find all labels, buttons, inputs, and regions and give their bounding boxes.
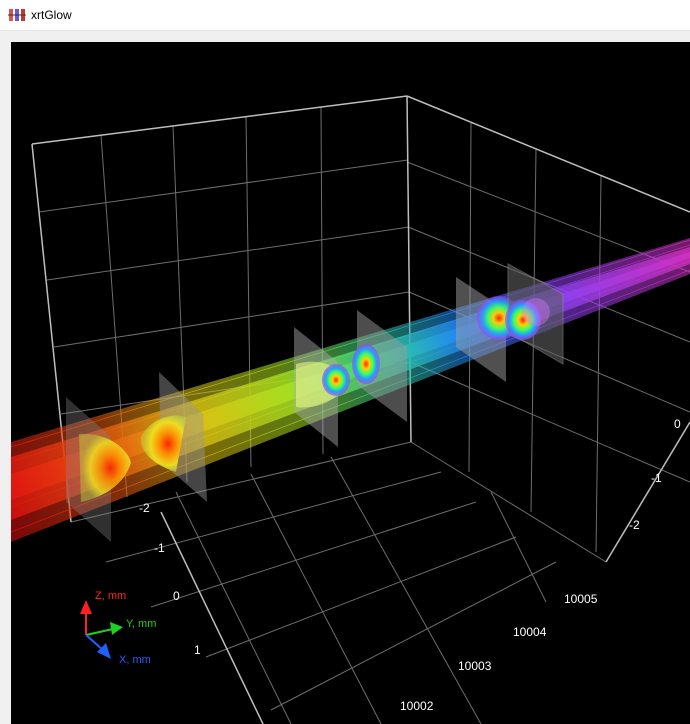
right-tick: 0 (674, 417, 681, 431)
xrt-app-icon (8, 9, 26, 21)
left-axis-ticks: -2 -1 0 1 (139, 501, 201, 657)
left-tick: -1 (154, 541, 165, 555)
bottom-axis-ticks: 10002 10003 10004 10005 (400, 592, 598, 713)
y-axis-label: Y, mm (126, 618, 156, 630)
glow-3d-viewport[interactable]: -2 -1 0 1 10002 10003 10004 10005 0 -1 -… (11, 42, 690, 724)
right-axis-ticks: 0 -1 -2 (629, 417, 681, 532)
right-tick: -1 (651, 471, 662, 485)
y-axis-arrow-icon (110, 622, 123, 635)
x-axis-arrow-icon (97, 643, 111, 659)
bottom-tick: 10004 (513, 625, 547, 639)
left-tick: 0 (173, 589, 180, 603)
title-bar: xrtGlow (0, 0, 690, 31)
z-axis-label: Z, mm (95, 590, 126, 602)
bottom-tick: 10003 (458, 659, 492, 673)
bottom-tick: 10002 (400, 699, 434, 713)
optical-screens (66, 263, 564, 542)
bottom-tick: 10005 (564, 592, 598, 606)
left-tick: 1 (194, 643, 201, 657)
x-axis-label: X, mm (119, 654, 151, 666)
right-tick: -2 (629, 518, 640, 532)
left-tick: -2 (139, 501, 150, 515)
axes-orientation-gizmo: Z, mm Y, mm X, mm (80, 590, 156, 666)
z-axis-arrow-icon (80, 600, 92, 614)
window-title: xrtGlow (31, 8, 72, 22)
